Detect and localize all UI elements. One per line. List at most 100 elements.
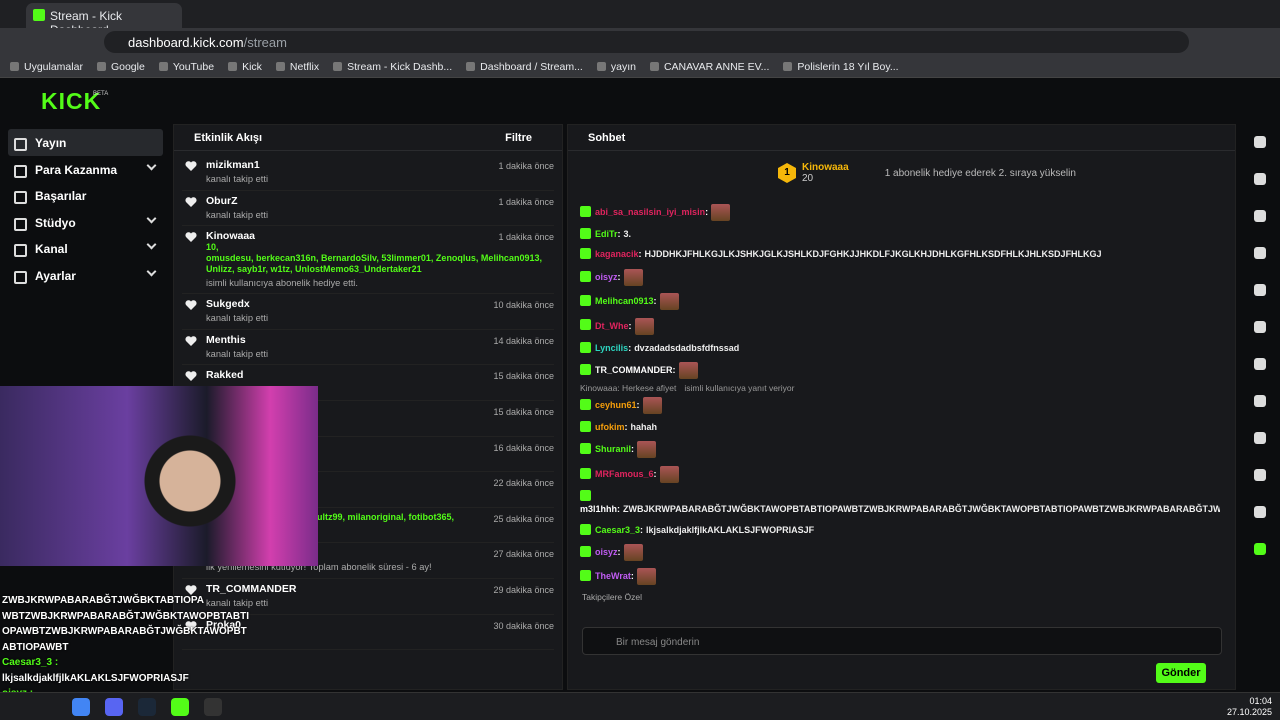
leader-info: Kinowaaa 20	[802, 162, 849, 184]
overlay-line: WBTZWBJKRWPABARABĞTJWĞBKTAWOPBTABTI	[2, 610, 250, 622]
nav-item[interactable]: Ayarlar	[8, 262, 163, 289]
chat-user[interactable]: ufokim	[595, 422, 625, 433]
chat-message: ufokim: hahah	[580, 417, 1220, 437]
logo[interactable]: KICK	[41, 88, 102, 114]
chat-user[interactable]: oisyz	[595, 271, 618, 282]
nav-item[interactable]: Stüdyo	[8, 209, 163, 236]
rail-icon[interactable]	[1254, 247, 1266, 259]
event-time: 27 dakika önce	[493, 549, 554, 560]
rail-icon[interactable]	[1254, 469, 1266, 481]
badge-icon	[580, 490, 591, 502]
chat-user[interactable]: Dt_Whe	[595, 320, 629, 331]
chat-user[interactable]: MRFamous_6	[595, 468, 654, 479]
overlay-line: ABTIOPAWBT	[2, 641, 69, 653]
colon: :	[705, 206, 709, 217]
chat-user[interactable]: abi_sa_nasilsin_iyi_misin	[595, 206, 706, 217]
badge-icon	[580, 228, 591, 240]
nav-item[interactable]: Yayın	[8, 129, 163, 156]
rail-icon[interactable]	[1254, 173, 1266, 185]
nav-item[interactable]: Kanal	[8, 235, 163, 262]
filter-button[interactable]: Filtre	[505, 132, 532, 144]
bookmark[interactable]: Google	[97, 61, 145, 77]
rail-icon[interactable]	[1254, 358, 1266, 370]
event-user: TR_COMMANDER	[206, 582, 297, 595]
badge-icon	[580, 421, 591, 433]
chat-input[interactable]: Bir mesaj gönderin	[582, 627, 1222, 655]
overlay-line: OPAWBTZWBJKRWPABARABĞTJWĞBKTAWOPBT	[2, 626, 247, 637]
rail-icon[interactable]	[1254, 432, 1266, 444]
emote	[634, 317, 654, 335]
bookmark[interactable]: Uygulamalar	[10, 61, 83, 77]
chat-user[interactable]: EdiTr	[595, 229, 618, 240]
send-button[interactable]: Gönder	[1156, 663, 1206, 683]
chat-user[interactable]: TheWrat	[595, 571, 631, 582]
event-user: OburZ	[206, 194, 238, 207]
colon: :	[628, 342, 632, 353]
taskbar-app[interactable]	[72, 698, 90, 716]
bookmark[interactable]: Kick	[228, 61, 262, 77]
colon: :	[617, 271, 621, 282]
bookmark[interactable]: Dashboard / Stream...	[466, 61, 583, 77]
colon: :	[653, 296, 657, 307]
chat-user[interactable]: Caesar3_3	[595, 524, 641, 535]
taskbar-app[interactable]	[171, 698, 189, 716]
bookmark[interactable]: Polislerin 18 Yıl Boy...	[783, 61, 898, 77]
chat-user[interactable]: Shuranil	[595, 444, 632, 455]
rail-icon[interactable]	[1254, 210, 1266, 222]
bookmarks-bar: Uygulamalar Google YouTube Kick Netflix Strea…	[0, 56, 1280, 78]
emote	[711, 203, 731, 221]
rail-icon[interactable]	[1254, 543, 1266, 555]
rail-icon[interactable]	[1254, 506, 1266, 518]
rail-icon[interactable]	[1254, 284, 1266, 296]
event-action: kanalı takip etti	[206, 597, 269, 608]
chevron	[146, 160, 157, 171]
colon: :	[617, 546, 621, 557]
gift-recipients: omusdesu, berkecan316n, BernardoSilv, 53…	[206, 253, 542, 275]
chat-user[interactable]: m3l1hhh	[580, 504, 618, 515]
event-time: 30 dakika önce	[493, 620, 554, 631]
leader: 1 Kinowaaa 20 1 abonelik hediye ederek 2. s…	[778, 162, 1076, 184]
heart-icon	[185, 585, 197, 595]
nav-item[interactable]: Para Kazanma	[8, 156, 163, 183]
chat-user[interactable]: oisyz	[595, 546, 618, 557]
rail-icon[interactable]	[1254, 321, 1266, 333]
colon: :	[638, 249, 642, 260]
colon: :	[617, 229, 621, 240]
chat-text: 3.	[623, 229, 632, 240]
chat-message: Lyncilis: dvzadadsdadbsfdfnssad	[580, 338, 1220, 358]
taskbar-app[interactable]	[138, 698, 156, 716]
chat-user[interactable]: Lyncilis	[595, 342, 629, 353]
rail-icon[interactable]	[1254, 395, 1266, 407]
bookmark[interactable]: YouTube	[159, 61, 214, 77]
address-bar[interactable]: dashboard.kick.com/stream	[104, 31, 1189, 53]
taskbar-app[interactable]	[204, 698, 222, 716]
colon: :	[624, 422, 628, 433]
chat-user[interactable]: ceyhun61	[595, 399, 637, 410]
chat-message: Melihcan0913:	[580, 290, 1220, 314]
bookmark[interactable]: Netflix	[276, 61, 319, 77]
chat-message: oisyz:	[580, 265, 1220, 289]
chat-message: ceyhun61:	[580, 393, 1220, 417]
panel-header: Sohbet	[568, 125, 1235, 151]
event-time: 1 dakika önce	[498, 196, 554, 207]
rail-icon[interactable]	[1254, 136, 1266, 148]
chat-panel: Sohbet 1 Kinowaaa 20 1 abonelik hediye eder…	[567, 124, 1236, 690]
event: mizikman1 kanalı takip etti 1 dakika önce	[182, 155, 554, 191]
chat-user[interactable]: Melihcan0913	[595, 296, 654, 307]
chat-user[interactable]: kaganacik	[595, 249, 639, 260]
leader-note: 1 abonelik hediye ederek 2. sıraya yükse…	[884, 167, 1076, 179]
event-time: 25 dakika önce	[493, 513, 554, 524]
emote	[623, 543, 643, 561]
nav-item[interactable]: Başarılar	[8, 182, 163, 209]
browser-tab[interactable]: Stream - Kick Dashboard	[26, 3, 182, 37]
taskbar-app[interactable]	[105, 698, 123, 716]
event-user: Proka0	[206, 618, 242, 631]
bookmark[interactable]: CANAVAR ANNE EV...	[650, 61, 769, 77]
bookmark[interactable]: Stream - Kick Dashb...	[333, 61, 452, 77]
emote	[659, 465, 679, 483]
overlay-line: Caesar3_3 :	[2, 657, 59, 668]
event-action: kanalı takip etti	[206, 348, 269, 359]
chat-user[interactable]: TR_COMMANDER	[595, 365, 673, 376]
bookmark[interactable]: yayın	[597, 61, 636, 77]
